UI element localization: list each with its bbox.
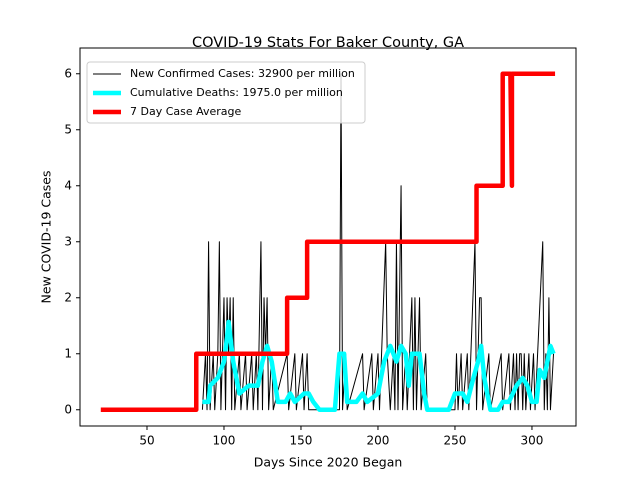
x-tick-label: 300 bbox=[521, 434, 544, 448]
x-tick-label: 250 bbox=[444, 434, 467, 448]
x-tick-label: 50 bbox=[139, 434, 154, 448]
series-line bbox=[100, 71, 556, 413]
y-tick-label: 5 bbox=[64, 122, 72, 136]
y-tick-label: 2 bbox=[64, 290, 72, 304]
y-tick-label: 4 bbox=[64, 178, 72, 192]
y-tick-label: 0 bbox=[64, 402, 72, 416]
y-tick-label: 6 bbox=[64, 66, 72, 80]
x-tick-label: 150 bbox=[290, 434, 313, 448]
legend: New Confirmed Cases: 32900 per million Cu… bbox=[86, 61, 366, 124]
axes-frame bbox=[79, 47, 577, 427]
plot-area bbox=[100, 71, 556, 413]
legend-label: Cumulative Deaths: 1975.0 per million bbox=[130, 86, 343, 99]
x-tick-label: 100 bbox=[213, 434, 236, 448]
y-axis-label: New COVID-19 Cases bbox=[39, 171, 54, 304]
chart-title: COVID-19 Stats For Baker County, GA bbox=[192, 35, 464, 51]
y-tick-label: 3 bbox=[64, 234, 72, 248]
legend-box bbox=[86, 61, 366, 124]
legend-label: New Confirmed Cases: 32900 per million bbox=[130, 67, 355, 80]
x-tick-label: 200 bbox=[367, 434, 390, 448]
series-line bbox=[202, 319, 556, 413]
y-tick-label: 1 bbox=[64, 346, 72, 360]
legend-label: 7 Day Case Average bbox=[130, 105, 242, 118]
x-axis-label: Days Since 2020 Began bbox=[254, 455, 403, 470]
